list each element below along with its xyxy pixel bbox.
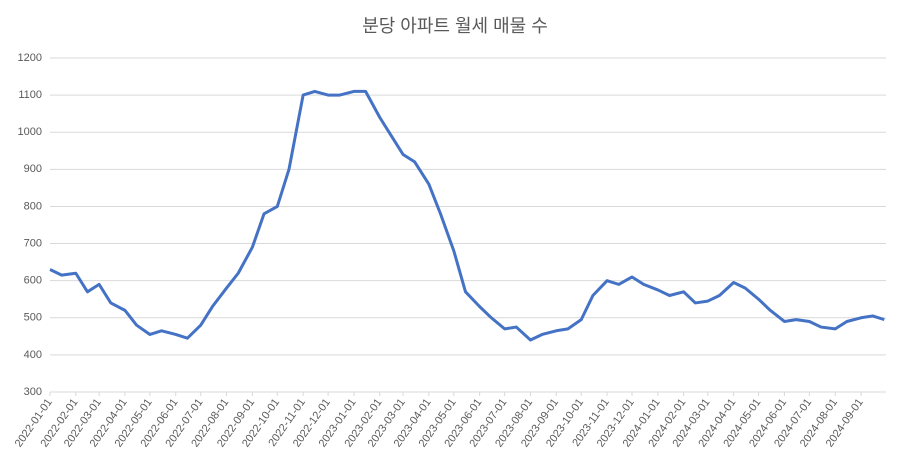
y-tick-label: 800 bbox=[24, 200, 42, 212]
y-tick-label: 600 bbox=[24, 275, 42, 287]
y-tick-label: 1200 bbox=[18, 52, 42, 64]
y-tick-label: 700 bbox=[24, 237, 42, 249]
y-tick-label: 500 bbox=[24, 312, 42, 324]
data-line bbox=[49, 89, 885, 342]
y-tick-label: 300 bbox=[24, 386, 42, 398]
y-tick-label: 900 bbox=[24, 163, 42, 175]
y-tick-label: 400 bbox=[24, 349, 42, 361]
y-tick-label: 1100 bbox=[18, 89, 42, 101]
y-tick-label: 1000 bbox=[18, 126, 42, 138]
chart-title: 분당 아파트 월세 매물 수 bbox=[362, 16, 548, 36]
